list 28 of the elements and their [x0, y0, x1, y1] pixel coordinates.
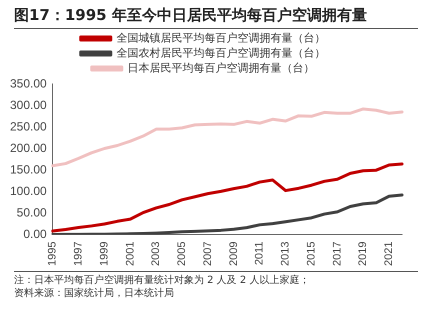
- y-tick-label: 300.00: [10, 98, 48, 112]
- legend-label: 全国农村居民平均每百户空调拥有量（台）: [116, 46, 326, 60]
- x-tick-label: 2003: [150, 242, 162, 266]
- y-tick-label: 250.00: [10, 119, 48, 134]
- x-tick-label: 2021: [383, 242, 396, 266]
- x-tick-label: 2015: [305, 242, 318, 266]
- x-tick-label: 2017: [331, 242, 344, 266]
- x-tick-label: 2001: [124, 242, 136, 266]
- y-tick-label: 150.00: [10, 162, 48, 176]
- chart-title: 图17：1995 年至今中日居民平均每百户空调拥有量: [14, 6, 418, 29]
- y-tick-label: 200.00: [10, 140, 48, 155]
- x-tick-label: 2019: [357, 242, 370, 266]
- legend-label: 日本居民平均每百户空调拥有量（台）: [127, 61, 314, 74]
- y-tick-label: 350.00: [10, 76, 48, 90]
- text: 资料来源：国家统计局，日本统计局: [14, 287, 175, 300]
- x-tick-label: 2013: [280, 242, 292, 266]
- x-tick-label: 1997: [72, 242, 85, 266]
- x-tick-label: 1999: [98, 242, 110, 266]
- legend-label: 全国城镇居民平均每百户空调拥有量（台）: [116, 31, 326, 44]
- x-tick-label: 1995: [46, 242, 59, 266]
- text: 注：日本平均每百户空调拥有量统计对象为 2 人及 2 人以上家庭；: [14, 274, 310, 287]
- y-tick-label: 100.00: [10, 184, 48, 198]
- y-tick-label: 0.00: [23, 226, 48, 241]
- x-tick-label: 2005: [176, 242, 188, 266]
- x-tick-label: 2007: [202, 242, 214, 266]
- y-tick-label: 50.00: [16, 205, 48, 220]
- x-tick-label: 2009: [228, 242, 240, 266]
- x-tick-label: 2011: [254, 242, 266, 266]
